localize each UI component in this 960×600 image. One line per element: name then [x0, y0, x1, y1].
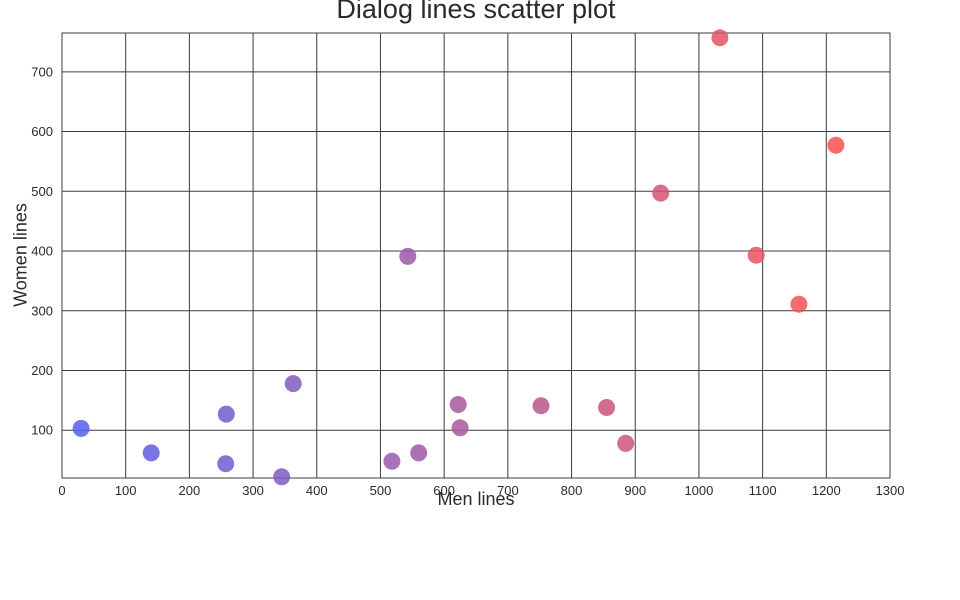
x-tick-label: 0 [58, 483, 65, 498]
scatter-point [827, 136, 845, 154]
scatter-chart: 0 100 200 300 400 500 600 700 800 900 1000 1100 1200… [31, 29, 905, 498]
x-tick-label: 400 [306, 483, 328, 498]
x-axis-label: Men lines [437, 489, 515, 509]
y-tick-label: 600 [31, 124, 53, 139]
x-tick-label: 800 [561, 483, 583, 498]
y-tick-label: 100 [31, 423, 53, 438]
scatter-point [617, 434, 635, 452]
scatter-point [598, 399, 616, 416]
x-tick-label: 100 [115, 483, 137, 498]
x-tick-label: 500 [370, 483, 392, 498]
scatter-point [217, 405, 235, 423]
scatter-point [652, 184, 670, 202]
scatter-point [72, 419, 90, 437]
y-axis-label: Women lines [10, 203, 31, 307]
y-tick-label: 200 [31, 363, 53, 378]
scatter-point [217, 455, 235, 473]
x-tick-label: 900 [624, 483, 646, 498]
y-tick-label: 300 [31, 303, 53, 318]
y-tick-label: 500 [31, 184, 53, 199]
scatter-point [790, 295, 808, 313]
x-tick-label: 200 [179, 483, 201, 498]
scatter-point [273, 468, 291, 486]
scatter-point [410, 444, 428, 462]
x-tick-label: 600 [433, 483, 455, 498]
scatter-point [451, 419, 469, 437]
plot-border [61, 32, 891, 479]
x-tick-label: 300 [242, 483, 264, 498]
scatter-point [711, 29, 729, 47]
scatter-point [284, 375, 302, 393]
scatter-point [747, 246, 765, 264]
x-tick-label: 1100 [749, 483, 777, 498]
y-tick-label: 400 [31, 244, 53, 259]
scatter-point [383, 452, 401, 470]
x-tick-label: 1300 [876, 483, 905, 498]
y-tick-label: 700 [31, 64, 53, 79]
scatter-point [532, 397, 550, 415]
scatter-point [142, 444, 160, 462]
x-tick-label: 1000 [684, 483, 713, 498]
scatter-point [449, 396, 467, 413]
chart-title: Dialog lines scatter plot [336, 0, 616, 24]
x-tick-label: 1200 [812, 483, 841, 498]
x-tick-label: 700 [497, 483, 519, 498]
scatter-point [399, 247, 417, 265]
